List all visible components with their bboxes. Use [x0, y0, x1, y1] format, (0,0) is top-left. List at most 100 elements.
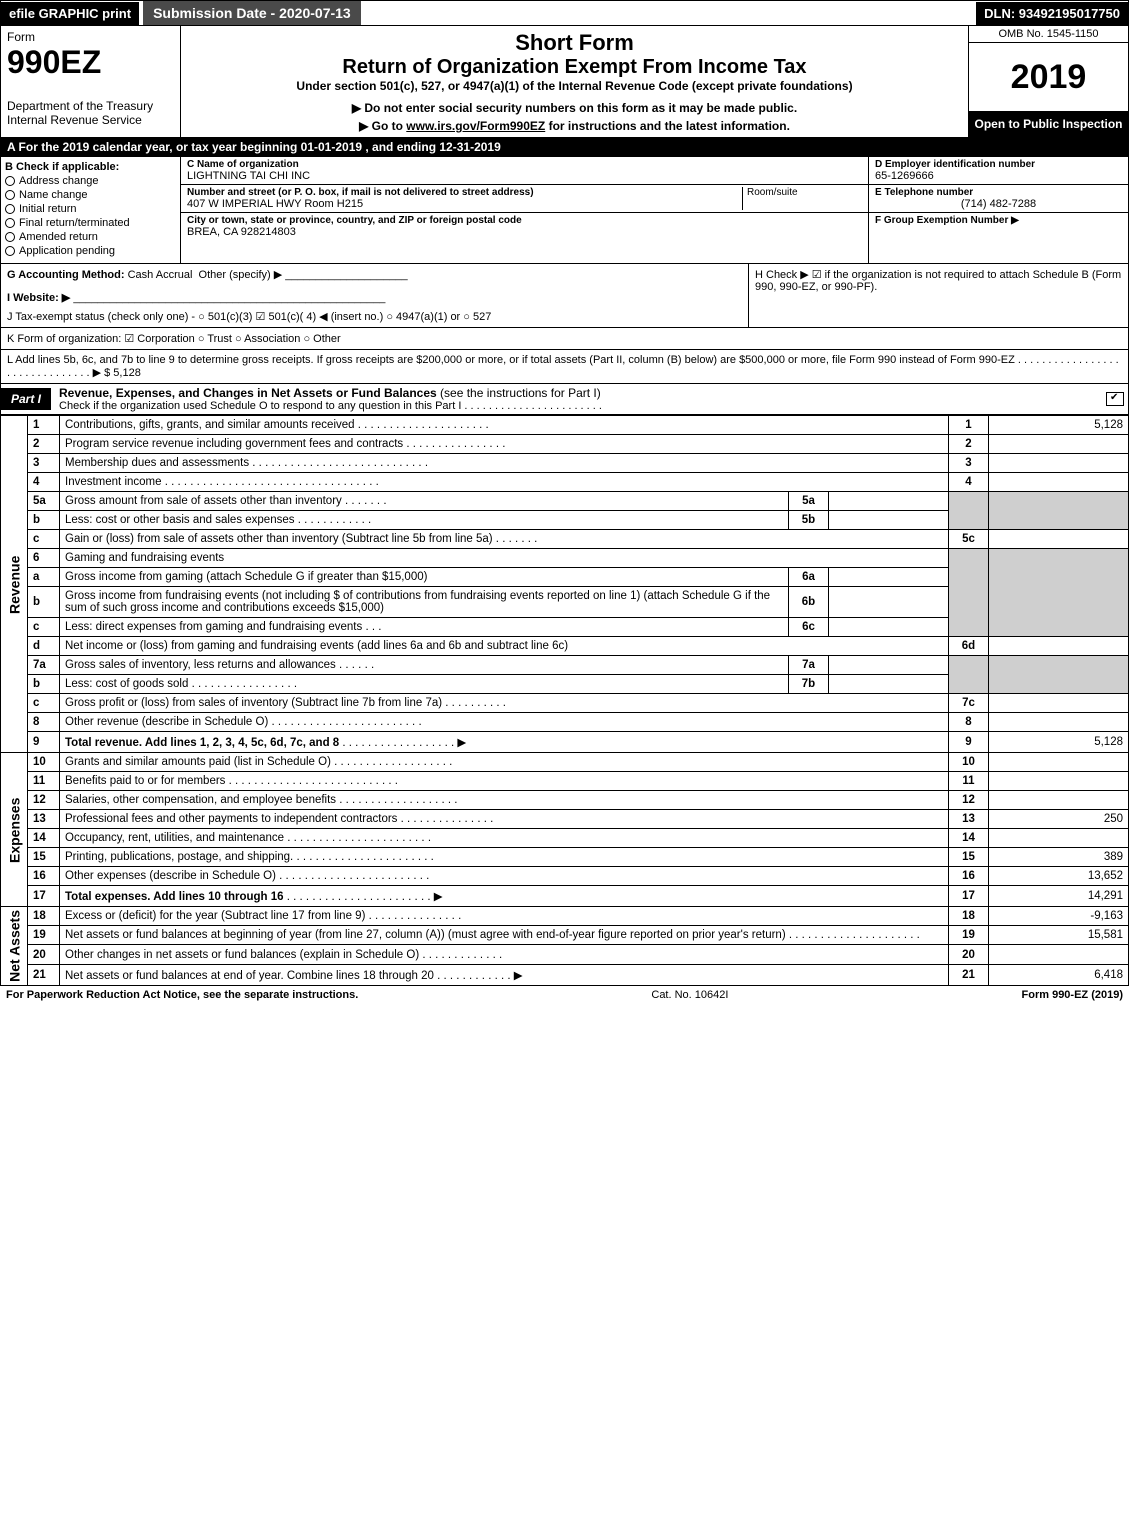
l6b-subval	[829, 587, 949, 618]
line-l-text: L Add lines 5b, 6c, and 7b to line 9 to …	[7, 354, 1119, 379]
room-label: Room/suite	[747, 187, 862, 198]
l5a-num: 5a	[28, 492, 60, 511]
l20-val	[989, 945, 1129, 964]
l5c-num: c	[28, 530, 60, 549]
l15-lineno: 15	[949, 848, 989, 867]
l17-num: 17	[28, 886, 60, 907]
l9-num: 9	[28, 732, 60, 753]
l16-num: 16	[28, 867, 60, 886]
ssn-warning: ▶ Do not enter social security numbers o…	[187, 101, 962, 115]
website-label: I Website: ▶	[7, 292, 70, 304]
l16-val: 13,652	[989, 867, 1129, 886]
l11-desc: Benefits paid to or for members . . . . …	[60, 772, 949, 791]
paperwork-notice: For Paperwork Reduction Act Notice, see …	[6, 989, 358, 1001]
row-k-org: K Form of organization: ☑ Corporation ○ …	[0, 328, 1129, 350]
l2-val	[989, 435, 1129, 454]
chk-final-return[interactable]: Final return/terminated	[5, 217, 176, 229]
l7b-num: b	[28, 675, 60, 694]
l14-lineno: 14	[949, 829, 989, 848]
l3-num: 3	[28, 454, 60, 473]
l16-desc: Other expenses (describe in Schedule O) …	[60, 867, 949, 886]
l9-lineno: 9	[949, 732, 989, 753]
l6-desc: Gaming and fundraising events	[60, 549, 949, 568]
instructions-link-line: ▶ Go to www.irs.gov/Form990EZ for instru…	[187, 119, 962, 133]
tax-year-row: A For the 2019 calendar year, or tax yea…	[0, 138, 1129, 157]
group-exemption-label: F Group Exemption Number ▶	[875, 215, 1122, 226]
l14-desc: Occupancy, rent, utilities, and maintena…	[60, 829, 949, 848]
note2-pre: ▶ Go to	[359, 119, 406, 133]
ein-value: 65-1269666	[875, 170, 1122, 182]
efile-print-button[interactable]: efile GRAPHIC print	[1, 2, 139, 25]
part1-checkbox[interactable]	[1106, 392, 1124, 406]
l17-val: 14,291	[989, 886, 1129, 907]
l11-num: 11	[28, 772, 60, 791]
form-subtitle: Under section 501(c), 527, or 4947(a)(1)…	[187, 79, 962, 93]
l5ab-shade	[949, 492, 989, 530]
l7c-num: c	[28, 694, 60, 713]
chk-application-pending[interactable]: Application pending	[5, 245, 176, 257]
irs-label: Internal Revenue Service	[7, 113, 174, 127]
l7ab-shade-val	[989, 656, 1129, 694]
chk-amended-return[interactable]: Amended return	[5, 231, 176, 243]
l4-desc: Investment income . . . . . . . . . . . …	[60, 473, 949, 492]
l7ab-shade	[949, 656, 989, 694]
l5c-desc: Gain or (loss) from sale of assets other…	[60, 530, 949, 549]
l6b-num: b	[28, 587, 60, 618]
l5a-subval	[829, 492, 949, 511]
phone-label: E Telephone number	[875, 187, 1122, 198]
l15-desc: Printing, publications, postage, and shi…	[60, 848, 949, 867]
l13-desc: Professional fees and other payments to …	[60, 810, 949, 829]
part1-check-text: Check if the organization used Schedule …	[59, 400, 1094, 412]
dln-label: DLN: 93492195017750	[976, 2, 1128, 25]
l19-num: 19	[28, 926, 60, 945]
netassets-side-label: Net Assets	[1, 907, 28, 986]
public-inspection-badge: Open to Public Inspection	[969, 111, 1128, 137]
box-b-label: B Check if applicable:	[5, 161, 119, 173]
org-name-label: C Name of organization	[187, 159, 862, 170]
form-reference: Form 990-EZ (2019)	[1022, 989, 1123, 1001]
row-h: H Check ▶ ☑ if the organization is not r…	[748, 264, 1128, 327]
l5ab-shade-val	[989, 492, 1129, 530]
l5a-desc: Gross amount from sale of assets other t…	[60, 492, 789, 511]
l4-val	[989, 473, 1129, 492]
l15-val: 389	[989, 848, 1129, 867]
instructions-link[interactable]: www.irs.gov/Form990EZ	[406, 119, 545, 133]
l13-num: 13	[28, 810, 60, 829]
l1-val: 5,128	[989, 416, 1129, 435]
l6c-num: c	[28, 618, 60, 637]
l7a-desc: Gross sales of inventory, less returns a…	[60, 656, 789, 675]
l12-num: 12	[28, 791, 60, 810]
l17-lineno: 17	[949, 886, 989, 907]
l1-desc: Contributions, gifts, grants, and simila…	[60, 416, 949, 435]
chk-name-change[interactable]: Name change	[5, 189, 176, 201]
l13-lineno: 13	[949, 810, 989, 829]
l2-lineno: 2	[949, 435, 989, 454]
l6c-subval	[829, 618, 949, 637]
l6d-val	[989, 637, 1129, 656]
l3-lineno: 3	[949, 454, 989, 473]
form-header: Form 990EZ Department of the Treasury In…	[0, 26, 1129, 138]
l10-lineno: 10	[949, 753, 989, 772]
l14-val	[989, 829, 1129, 848]
form-title: Return of Organization Exempt From Incom…	[187, 56, 962, 79]
l6-shade	[949, 549, 989, 637]
chk-initial-return[interactable]: Initial return	[5, 203, 176, 215]
l10-desc: Grants and similar amounts paid (list in…	[60, 753, 949, 772]
l6a-num: a	[28, 568, 60, 587]
l6d-num: d	[28, 637, 60, 656]
ein-label: D Employer identification number	[875, 159, 1122, 170]
l18-num: 18	[28, 907, 60, 926]
l2-desc: Program service revenue including govern…	[60, 435, 949, 454]
l19-lineno: 19	[949, 926, 989, 945]
l5a-subnum: 5a	[789, 492, 829, 511]
l5b-subnum: 5b	[789, 511, 829, 530]
l7b-desc: Less: cost of goods sold . . . . . . . .…	[60, 675, 789, 694]
l7a-subnum: 7a	[789, 656, 829, 675]
line-l: L Add lines 5b, 6c, and 7b to line 9 to …	[0, 350, 1129, 384]
l10-val	[989, 753, 1129, 772]
form-number: 990EZ	[7, 44, 174, 81]
l13-val: 250	[989, 810, 1129, 829]
l10-num: 10	[28, 753, 60, 772]
part1-title: Revenue, Expenses, and Changes in Net As…	[51, 384, 1102, 414]
chk-address-change[interactable]: Address change	[5, 175, 176, 187]
